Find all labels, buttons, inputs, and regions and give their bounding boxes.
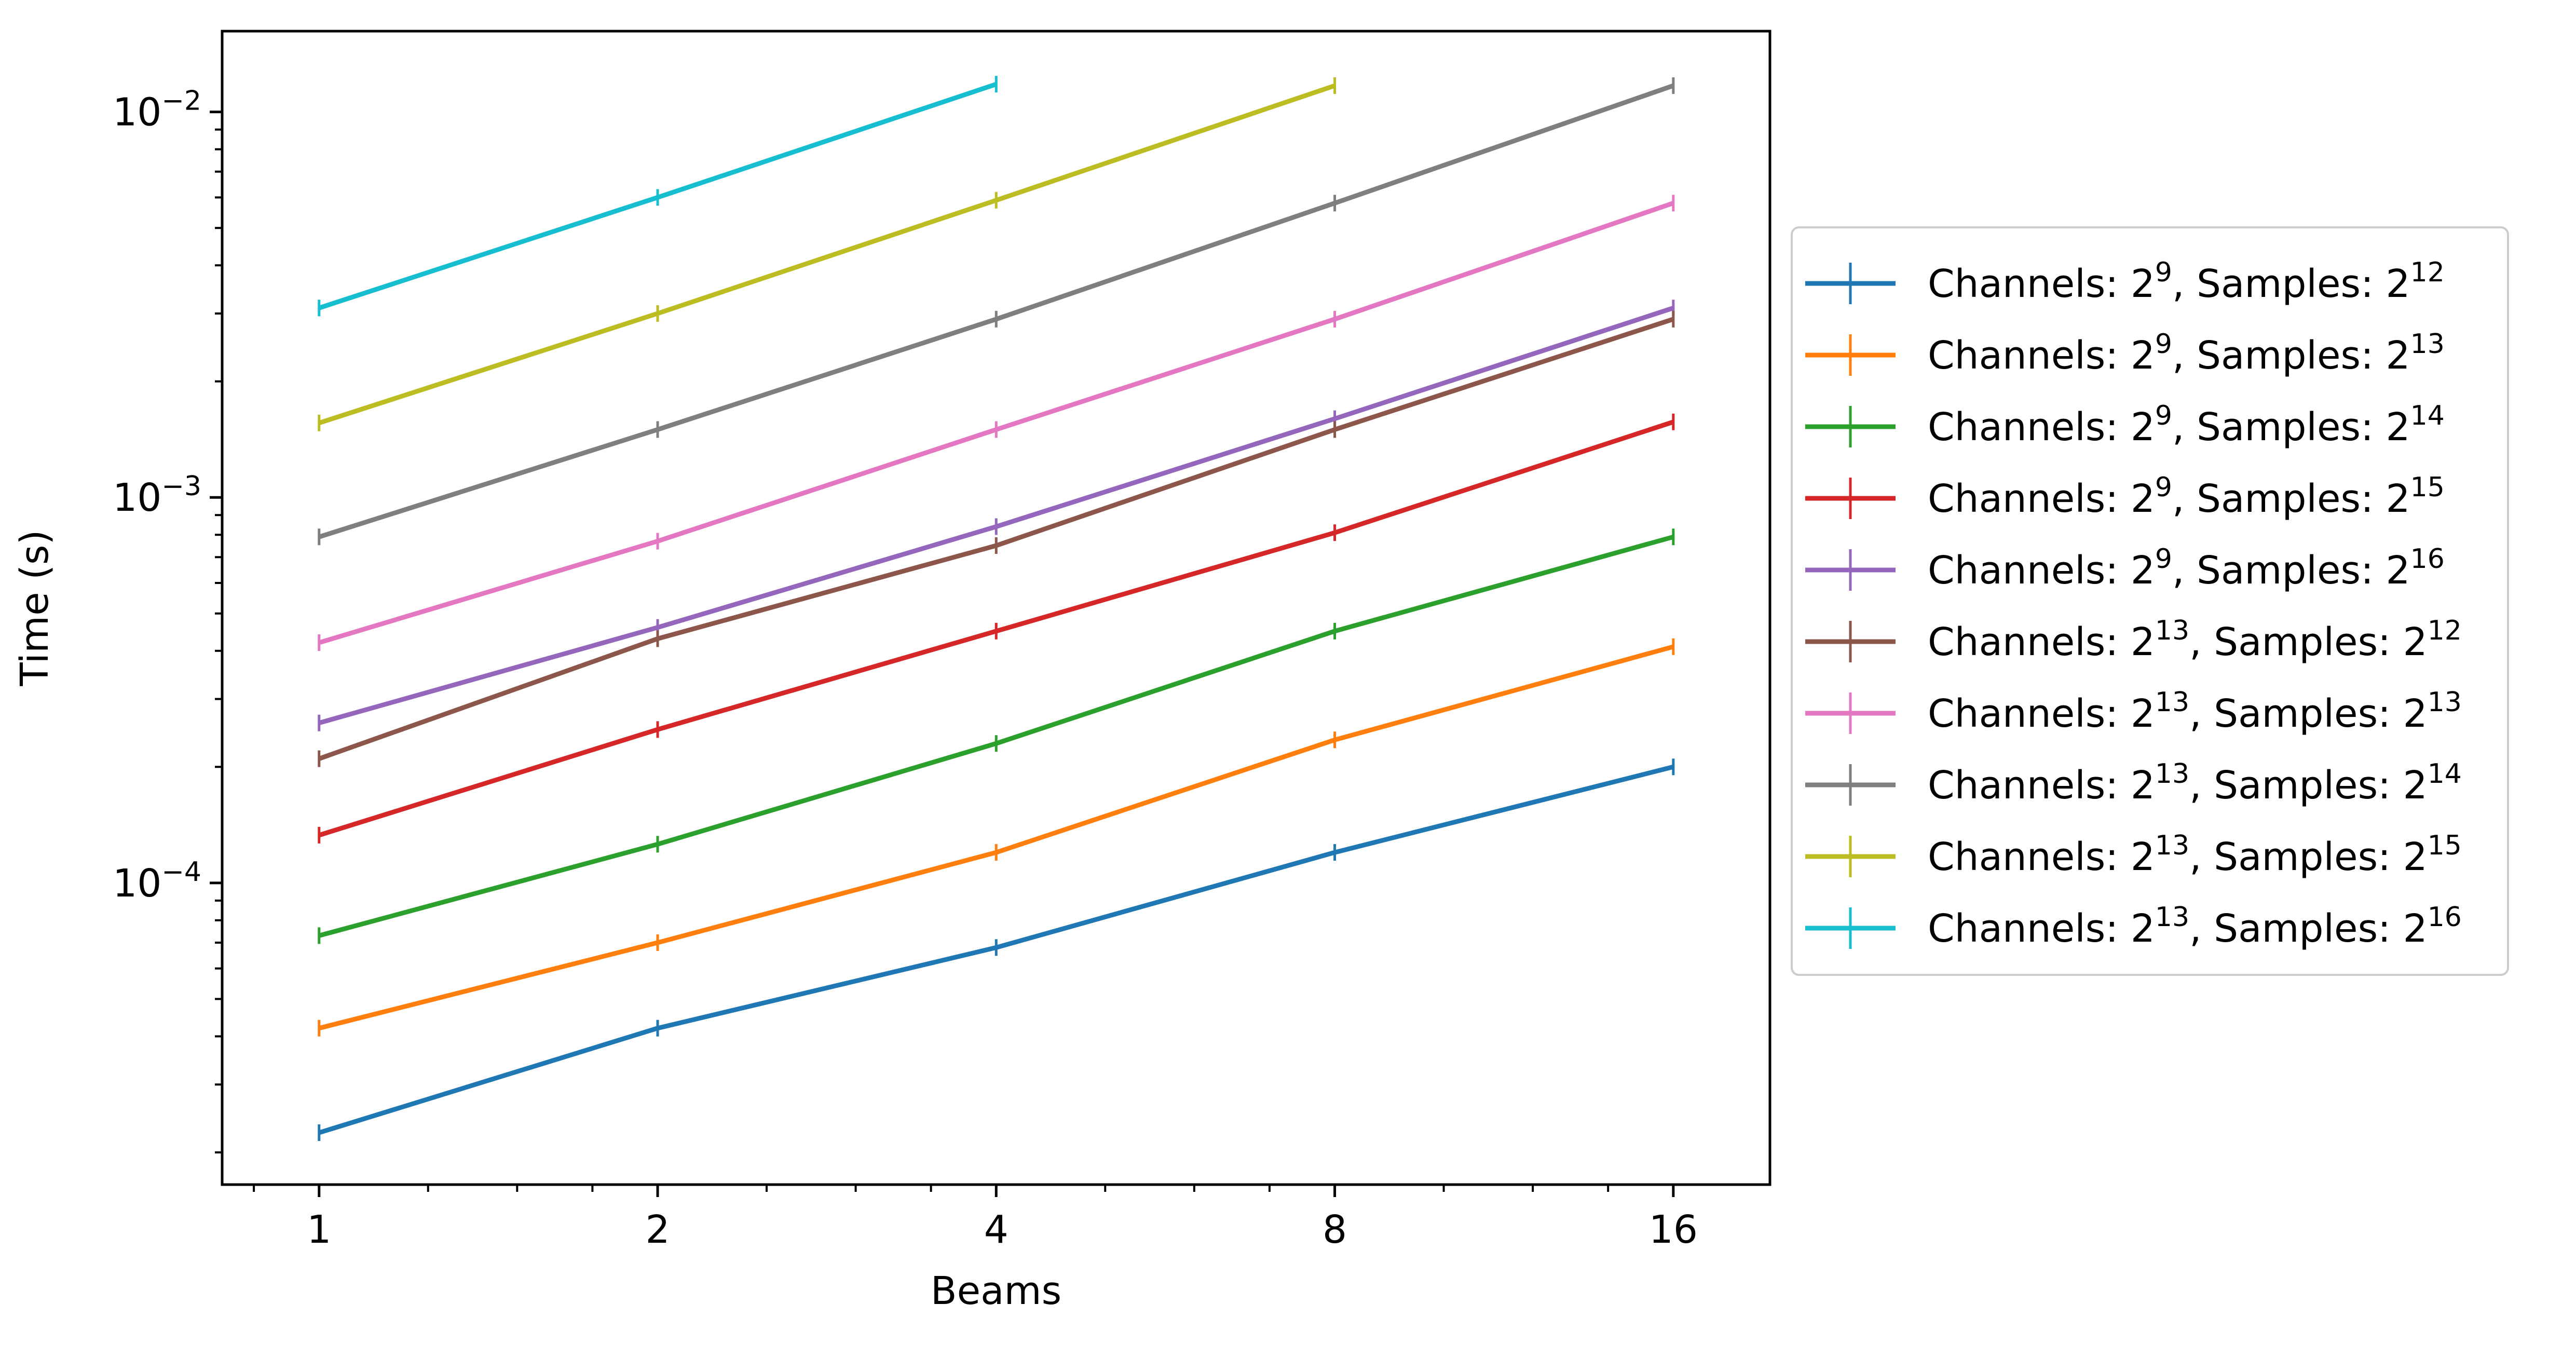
legend-label: Channels: 29, Samples: 215 [1928, 472, 2445, 521]
legend-label: Channels: 29, Samples: 216 [1928, 544, 2445, 593]
legend-entry: Channels: 213, Samples: 212 [1805, 615, 2462, 664]
legend-entry: Channels: 29, Samples: 216 [1805, 544, 2445, 593]
legend-label: Channels: 29, Samples: 212 [1928, 257, 2445, 306]
legend-entry: Channels: 213, Samples: 213 [1805, 687, 2462, 736]
legend-frame [1791, 226, 2509, 976]
legend-label: Channels: 213, Samples: 212 [1928, 615, 2462, 664]
series-4 [318, 413, 1675, 844]
legend-label: Channels: 213, Samples: 215 [1928, 830, 2462, 879]
x-tick-label: 1 [307, 1207, 331, 1252]
legend-entry: Channels: 213, Samples: 215 [1805, 830, 2462, 879]
y-tick-label: 10−4 [113, 857, 201, 906]
legend-entry: Channels: 29, Samples: 215 [1805, 472, 2445, 521]
x-tick-label: 16 [1649, 1207, 1698, 1252]
series-8 [318, 77, 1675, 546]
legend-label: Channels: 213, Samples: 213 [1928, 687, 2462, 736]
legend-label: Channels: 213, Samples: 214 [1928, 758, 2462, 808]
series-6 [318, 310, 1675, 767]
legend: Channels: 29, Samples: 212 Channels: 29, … [1791, 226, 2509, 976]
legend-entry: Channels: 29, Samples: 212 [1805, 257, 2445, 306]
series-10 [318, 76, 998, 317]
series-layer [318, 76, 1675, 1141]
legend-label: Channels: 213, Samples: 216 [1928, 902, 2462, 951]
legend-entry: Channels: 213, Samples: 216 [1805, 902, 2462, 951]
series-2 [318, 638, 1675, 1037]
series-5 [318, 300, 1675, 731]
legend-entry: Channels: 213, Samples: 214 [1805, 758, 2462, 808]
legend-entry: Channels: 29, Samples: 213 [1805, 329, 2445, 378]
x-tick-label: 4 [984, 1207, 1008, 1252]
series-1 [318, 758, 1675, 1141]
series-7 [318, 195, 1675, 651]
y-tick-label: 10−2 [113, 86, 201, 135]
series-3 [318, 528, 1675, 944]
series-9 [318, 77, 1337, 431]
legend-label: Channels: 29, Samples: 213 [1928, 329, 2445, 378]
x-tick-label: 2 [645, 1207, 670, 1252]
legend-entry: Channels: 29, Samples: 214 [1805, 400, 2445, 450]
series-line [318, 83, 1336, 426]
legend-label: Channels: 29, Samples: 214 [1928, 400, 2445, 450]
y-tick-label: 10−3 [113, 471, 201, 520]
x-axis-label: Beams [931, 1269, 1061, 1313]
y-axis-label: Time (s) [12, 530, 57, 687]
x-tick-label: 8 [1323, 1207, 1347, 1252]
axes-layer: 1 2 4 8 16 10−4 10−3 10−2 Beams Time (s) [12, 30, 1771, 1313]
